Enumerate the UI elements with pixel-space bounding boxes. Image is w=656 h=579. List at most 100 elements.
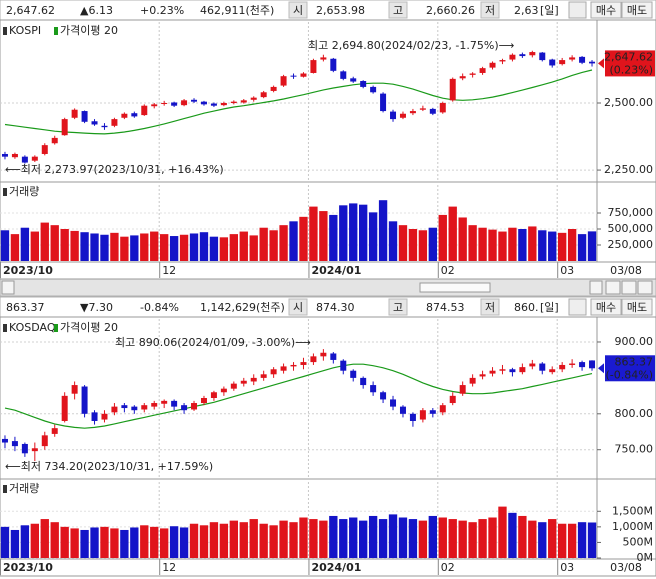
quote-sell[interactable]: 매도 [627, 4, 647, 17]
volume-bar [398, 225, 408, 261]
quote-sell[interactable]: 매도 [627, 301, 647, 314]
candle-body [181, 405, 188, 411]
volume-bar [309, 206, 318, 261]
candle-body [250, 97, 257, 100]
candle-body [121, 113, 128, 118]
candle-body [171, 102, 178, 106]
ma-label: 가격이평 20 [60, 321, 118, 334]
candle-body [230, 383, 237, 389]
candle-body [260, 374, 267, 378]
candle-body [161, 400, 168, 404]
zoom-in[interactable] [621, 280, 637, 295]
candle-body [230, 101, 237, 104]
candle-body [300, 73, 307, 77]
volume-bar [0, 230, 10, 261]
candle-body [489, 62, 496, 68]
candle-body [11, 441, 18, 447]
zoom-out[interactable] [605, 280, 621, 295]
candle-body [350, 78, 357, 82]
volume-bar [229, 234, 238, 261]
trade-button[interactable] [621, 1, 653, 19]
volume-tick-label: 1,500M [612, 504, 653, 517]
volume-bar [10, 234, 20, 261]
volume-bar [229, 520, 238, 558]
quote-buy[interactable]: 매수 [596, 301, 616, 314]
quote-open: 874.30 [316, 301, 355, 314]
volume-bar [587, 231, 597, 261]
field-label-box [388, 1, 408, 19]
candle-body [240, 100, 247, 103]
volume-bar [567, 523, 577, 558]
volume-bar [289, 221, 298, 261]
volume-bar [209, 522, 219, 558]
x-tick-label: 12 [162, 264, 176, 277]
volume-bar [0, 526, 10, 558]
candle-body [200, 398, 207, 404]
volume-bar [498, 231, 507, 261]
legend-swatch [3, 188, 7, 196]
quote-buy[interactable]: 매수 [596, 4, 616, 17]
candle-body [499, 369, 506, 371]
volume-tick-label: 500,000 [608, 222, 654, 235]
volume-bar [428, 227, 437, 261]
last-change-label: (-0.84%) [606, 368, 654, 381]
zoom-slider[interactable] [419, 282, 491, 293]
volume-bar [388, 221, 398, 261]
candle-body [81, 386, 88, 414]
volume-bar [577, 234, 587, 261]
candle-body [161, 103, 168, 105]
volume-bar [587, 522, 597, 558]
candle-body [41, 145, 48, 154]
moving-average [4, 69, 593, 135]
volume-bar [518, 229, 527, 261]
candle-body [81, 111, 88, 122]
volume-bar [30, 231, 39, 261]
y-tick-label: 2,250.00 [604, 163, 653, 176]
volume-bar [577, 522, 587, 558]
volume-bar [269, 525, 278, 558]
volume-bar [50, 225, 59, 261]
scroll-right[interactable] [589, 280, 603, 295]
candle-body [141, 105, 148, 116]
scroll-left[interactable] [1, 280, 15, 295]
candle-body [390, 111, 397, 120]
candle-body [1, 438, 8, 443]
quote-low-label: 저 [485, 4, 495, 17]
settings-button[interactable] [568, 298, 587, 316]
candle-body [31, 156, 38, 161]
x-tick-label: 2023/10 [3, 561, 53, 574]
trade-button[interactable] [621, 298, 653, 316]
volume-bar [309, 519, 318, 558]
volume-bar [359, 520, 368, 558]
price-panel [0, 316, 598, 480]
quote-change: ▲6.13 [80, 4, 113, 17]
volume-bar [548, 519, 557, 558]
quote-low-label: 저 [485, 301, 495, 314]
last-price-box [605, 355, 655, 382]
field-label-box [288, 1, 308, 19]
candle-body [399, 406, 406, 414]
volume-bar [418, 520, 428, 558]
quote-volume: 1,142,629(천주) [200, 300, 285, 314]
candle-body [61, 119, 68, 136]
candle-body [91, 412, 98, 421]
candle-body [200, 101, 207, 105]
candle-body [390, 399, 397, 407]
scrollbar[interactable] [0, 278, 656, 297]
volume-bar [120, 236, 129, 261]
volume-bar [249, 519, 258, 558]
volume-bar [478, 227, 487, 261]
candle-body [41, 435, 48, 447]
candle-body [370, 385, 377, 393]
x-tick-label: 12 [162, 561, 176, 574]
volume-tick-label: 750,000 [608, 206, 654, 219]
settings[interactable] [637, 280, 653, 295]
volume-bar [219, 237, 229, 261]
quote-high-label: 고 [393, 4, 403, 17]
candle-body [559, 60, 566, 65]
trade-button[interactable] [590, 298, 622, 316]
trade-button[interactable] [590, 1, 622, 19]
price-axis-panel [596, 19, 656, 183]
volume-axis-panel [596, 478, 656, 560]
settings-button[interactable] [568, 1, 587, 19]
